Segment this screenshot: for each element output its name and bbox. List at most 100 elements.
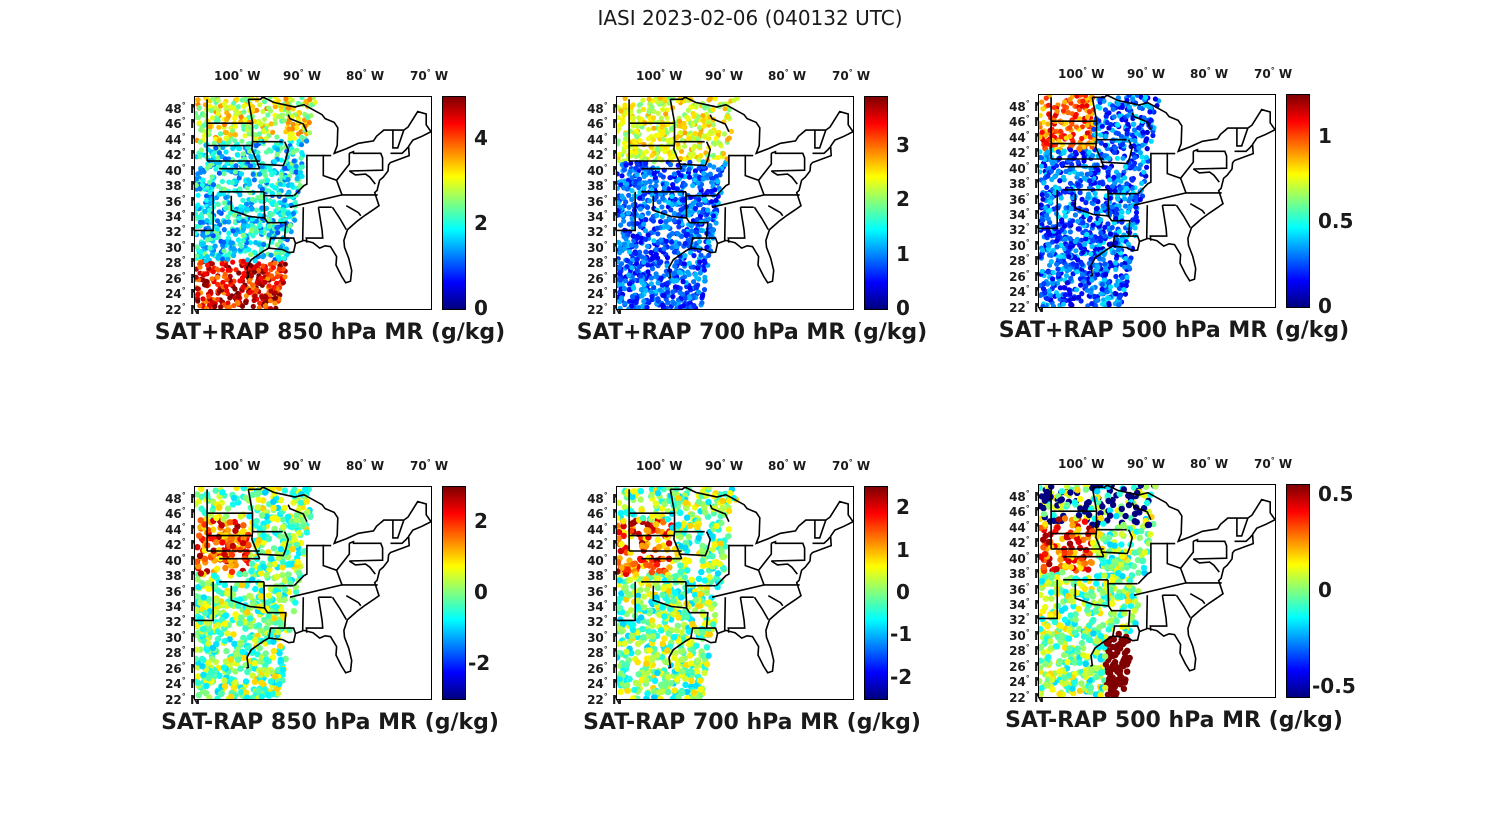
retrieval-point (1117, 294, 1123, 301)
retrieval-point (1072, 114, 1078, 120)
state-border (301, 207, 305, 241)
retrieval-point (1080, 220, 1086, 226)
retrieval-point (707, 223, 713, 229)
retrieval-point (1062, 292, 1068, 298)
retrieval-point (239, 138, 245, 144)
retrieval-point (1114, 155, 1120, 161)
retrieval-point (1041, 281, 1047, 287)
retrieval-point (1122, 175, 1128, 181)
retrieval-point (242, 165, 248, 171)
retrieval-point (633, 150, 639, 156)
retrieval-point (283, 97, 289, 102)
retrieval-point (1119, 237, 1125, 243)
retrieval-point (237, 546, 244, 554)
retrieval-point (1143, 138, 1149, 144)
retrieval-point (1136, 125, 1142, 131)
retrieval-point (622, 102, 628, 108)
retrieval-point (247, 240, 253, 246)
retrieval-point (621, 185, 627, 191)
retrieval-point (619, 193, 625, 199)
retrieval-point (1064, 280, 1070, 286)
retrieval-point (256, 305, 262, 309)
retrieval-point (221, 682, 229, 690)
retrieval-point (1051, 105, 1057, 111)
retrieval-point (236, 145, 243, 152)
retrieval-point (202, 282, 208, 288)
retrieval-point (215, 183, 221, 189)
retrieval-point (617, 200, 621, 206)
retrieval-point (1067, 266, 1073, 273)
retrieval-point (1039, 112, 1043, 118)
retrieval-point (207, 245, 213, 251)
retrieval-point (233, 163, 239, 169)
retrieval-point (248, 568, 255, 575)
retrieval-point (205, 579, 212, 587)
retrieval-point (248, 153, 254, 159)
retrieval-point (646, 126, 652, 132)
state-border (392, 129, 405, 149)
retrieval-point (1040, 119, 1047, 125)
retrieval-point (219, 178, 225, 185)
retrieval-point (1070, 261, 1076, 267)
retrieval-point (249, 282, 255, 288)
retrieval-point (1137, 105, 1143, 111)
retrieval-point (216, 191, 222, 197)
retrieval-point (251, 297, 257, 303)
retrieval-point (659, 106, 666, 113)
retrieval-point (1055, 168, 1062, 174)
retrieval-point (276, 255, 282, 261)
retrieval-point (697, 201, 703, 208)
retrieval-point (260, 563, 267, 570)
retrieval-point (214, 565, 221, 572)
state-border (767, 205, 784, 217)
retrieval-point (1084, 130, 1090, 136)
retrieval-point (253, 240, 259, 246)
retrieval-point (282, 274, 288, 280)
retrieval-point (1102, 272, 1109, 278)
lon-axis: 100° W 90° W 80° W 70° W (562, 68, 962, 88)
lon-tick-label: 70° W (410, 458, 449, 473)
retrieval-point (686, 174, 693, 180)
retrieval-point (628, 160, 634, 166)
retrieval-point (670, 185, 677, 191)
colorbar-tick-label: 0 (896, 296, 910, 320)
retrieval-point (1040, 286, 1047, 292)
retrieval-point (651, 108, 657, 114)
retrieval-point (715, 154, 721, 161)
retrieval-point (1106, 110, 1112, 116)
retrieval-point (1039, 163, 1045, 169)
retrieval-point (250, 599, 257, 607)
retrieval-point (279, 666, 287, 674)
retrieval-point (1067, 220, 1073, 226)
retrieval-point (195, 558, 200, 565)
retrieval-point (256, 171, 263, 177)
retrieval-point (281, 577, 289, 584)
retrieval-point (1126, 258, 1132, 265)
retrieval-point (254, 491, 261, 498)
state-border (723, 207, 727, 241)
retrieval-point (1124, 185, 1130, 191)
retrieval-point (252, 198, 258, 204)
retrieval-point (1068, 206, 1074, 212)
retrieval-point (197, 303, 203, 309)
retrieval-point (273, 202, 279, 208)
retrieval-point (269, 190, 275, 196)
retrieval-point (287, 222, 293, 229)
retrieval-point (265, 619, 273, 626)
retrieval-point (240, 654, 248, 662)
retrieval-point (682, 240, 688, 247)
retrieval-point (250, 171, 256, 177)
retrieval-point (196, 120, 202, 126)
retrieval-point (695, 180, 701, 186)
retrieval-point (1055, 266, 1061, 272)
retrieval-point (205, 659, 212, 667)
retrieval-point (645, 210, 651, 216)
retrieval-point (667, 162, 674, 168)
retrieval-point (285, 210, 291, 217)
retrieval-point (1077, 146, 1083, 152)
retrieval-point (244, 668, 251, 676)
retrieval-point (212, 303, 218, 309)
retrieval-point (1081, 175, 1087, 181)
retrieval-point (195, 673, 202, 680)
retrieval-point (660, 130, 666, 137)
